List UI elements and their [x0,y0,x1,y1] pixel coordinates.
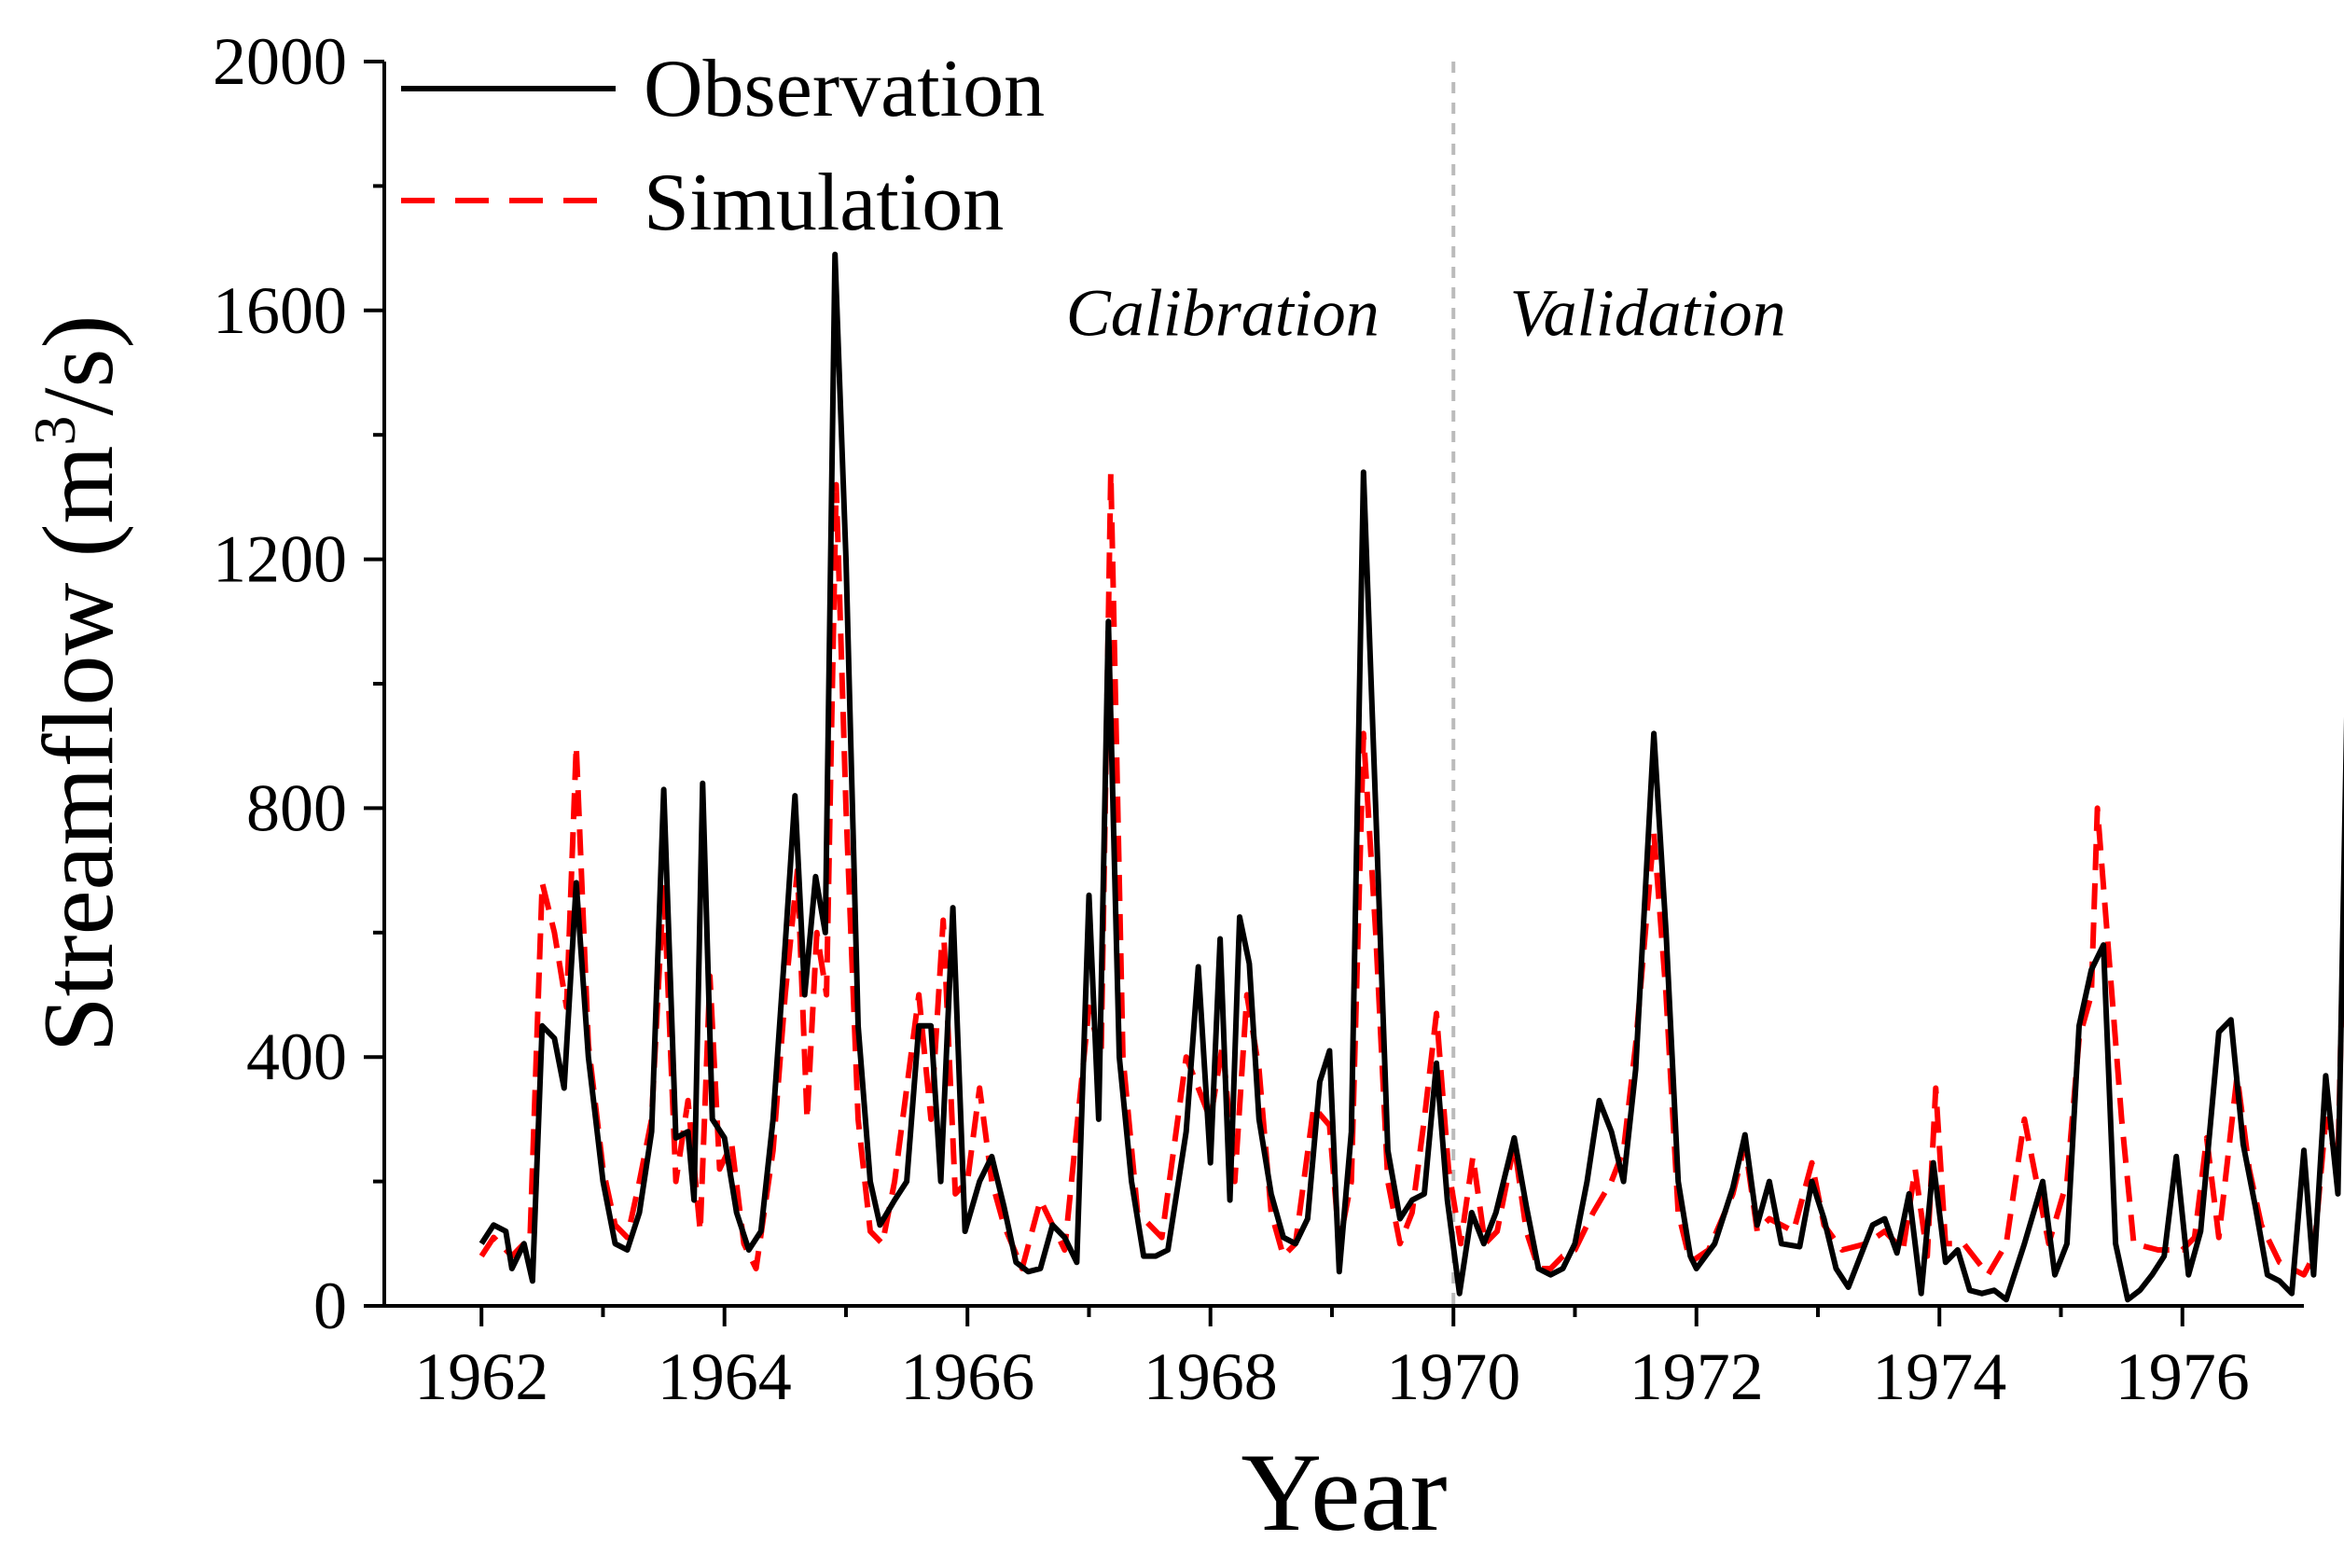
x-tick-label: 1964 [658,1339,792,1414]
plot-area: 1962 1964 1966 1968 1970 1972 1974 1976 0 400 800… [213,24,2344,1414]
x-tick-label: 1974 [1872,1339,2006,1414]
series-layer [479,251,2344,1303]
y-tick-label: 1600 [213,273,347,348]
legend-simulation-label: Simulation [644,158,1004,248]
x-axis-ticks: 1962 1964 1966 1968 1970 1972 1974 1976 [414,1306,2250,1414]
x-tick-label: 1968 [1144,1339,1278,1414]
series-observation [479,251,2344,1303]
y-axis-title: Streamflow (m3/s) [21,315,134,1053]
y-axis-title-tail: /s) [23,315,134,416]
y-tick-label: 400 [246,1020,347,1094]
y-axis-title-main: Streamflow (m [23,446,134,1053]
validation-label: Validation [1510,275,1786,350]
y-tick-label: 0 [313,1269,347,1343]
y-axis-title-superscript: 3 [21,416,88,446]
y-tick-label: 800 [246,770,347,845]
x-tick-label: 1962 [414,1339,548,1414]
y-tick-label: 2000 [213,24,347,99]
x-tick-label: 1970 [1386,1339,1520,1414]
calibration-label: Calibration [1066,275,1380,350]
x-tick-label: 1966 [900,1339,1034,1414]
x-tick-label: 1976 [2115,1339,2250,1414]
y-axis-ticks: 0 400 800 1200 1600 2000 [213,24,384,1343]
x-tick-label: 1972 [1630,1339,1764,1414]
y-tick-label: 1200 [213,522,347,597]
x-axis-title: Year [1241,1430,1447,1554]
series-simulation [479,469,2344,1278]
legend-observation-label: Observation [644,44,1045,134]
legend: Observation Simulation [401,44,1045,248]
